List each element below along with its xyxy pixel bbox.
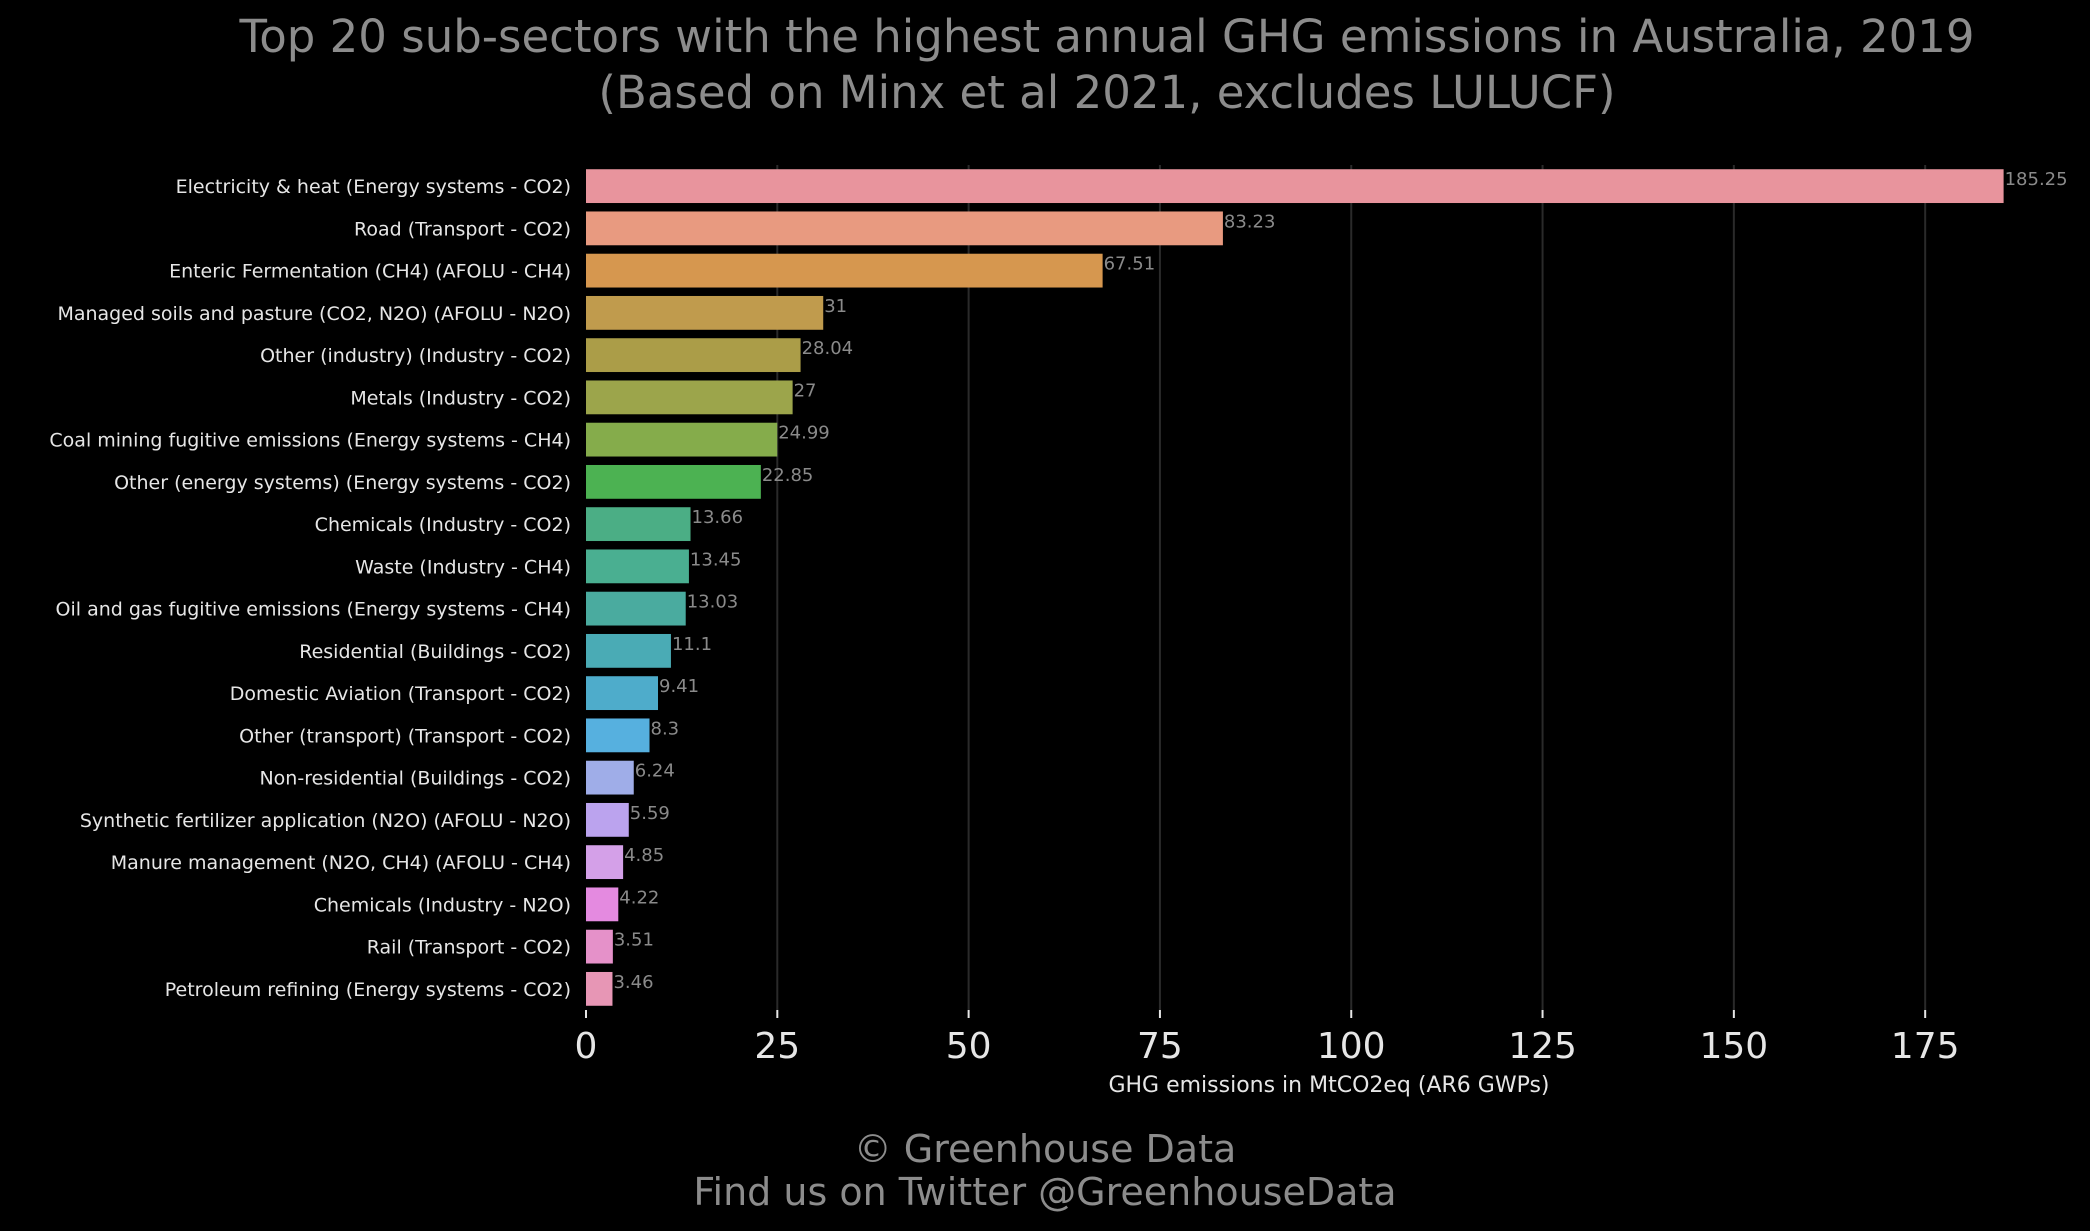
bar-18 xyxy=(586,887,619,922)
category-label-2: Road (Transport - CO2) xyxy=(354,218,571,240)
bar-4 xyxy=(586,295,824,330)
bar-5 xyxy=(586,338,801,373)
value-label-9: 13.66 xyxy=(692,507,744,528)
value-label-2: 83.23 xyxy=(1224,211,1276,232)
bar-8 xyxy=(586,464,761,499)
bar-6 xyxy=(586,380,793,415)
category-label-6: Metals (Industry - CO2) xyxy=(350,387,571,409)
value-label-20: 3.46 xyxy=(613,972,653,993)
bar-20 xyxy=(586,971,613,1006)
value-label-10: 13.45 xyxy=(690,549,742,570)
bar-12 xyxy=(586,633,671,668)
bar-14 xyxy=(586,718,650,753)
bar-16 xyxy=(586,802,629,837)
value-label-11: 13.03 xyxy=(687,592,739,613)
bar-10 xyxy=(586,549,689,584)
category-label-8: Other (energy systems) (Energy systems -… xyxy=(114,472,571,494)
category-label-11: Oil and gas fugitive emissions (Energy s… xyxy=(56,599,571,621)
value-label-1: 185.25 xyxy=(2005,169,2068,190)
bar-17 xyxy=(586,845,624,880)
value-label-18: 4.22 xyxy=(619,887,659,908)
gridlines xyxy=(776,165,1927,1010)
x-tick-label-100: 100 xyxy=(1317,1026,1386,1067)
value-label-6: 27 xyxy=(794,380,817,401)
bar-13 xyxy=(586,676,659,711)
category-label-15: Non-residential (Buildings - CO2) xyxy=(259,768,571,790)
footer-twitter: Find us on Twitter @GreenhouseData xyxy=(693,1170,1396,1214)
value-label-8: 22.85 xyxy=(762,465,814,486)
x-tick-label-175: 175 xyxy=(1891,1026,1960,1067)
chart-title: Top 20 sub-sectors with the highest annu… xyxy=(238,10,1974,63)
value-label-19: 3.51 xyxy=(614,930,654,951)
x-axis-ticks: 0 25 50 75 100 125 150 175 xyxy=(575,1010,1960,1067)
value-label-5: 28.04 xyxy=(802,338,854,359)
x-axis-label: GHG emissions in MtCO2eq (AR6 GWPs) xyxy=(1108,1073,1549,1098)
value-label-15: 6.24 xyxy=(635,761,675,782)
bar-15 xyxy=(586,760,634,795)
value-labels: 185.25 83.23 67.51 31 28.04 27 24.99 22.85 13.66… xyxy=(613,169,2067,993)
value-label-12: 11.1 xyxy=(672,634,712,655)
value-label-4: 31 xyxy=(824,296,847,317)
category-label-3: Enteric Fermentation (CH4) (AFOLU - CH4) xyxy=(169,261,571,283)
bar-2 xyxy=(586,211,1223,246)
category-label-19: Rail (Transport - CO2) xyxy=(367,937,571,959)
category-label-20: Petroleum refining (Energy systems - CO2… xyxy=(165,979,571,1001)
value-label-7: 24.99 xyxy=(778,423,830,444)
category-label-1: Electricity & heat (Energy systems - CO2… xyxy=(176,176,571,198)
category-label-16: Synthetic fertilizer application (N2O) (… xyxy=(80,810,571,832)
category-label-13: Domestic Aviation (Transport - CO2) xyxy=(230,683,571,705)
category-label-14: Other (transport) (Transport - CO2) xyxy=(239,725,571,747)
x-tick-label-125: 125 xyxy=(1508,1026,1577,1067)
footer-credit: © Greenhouse Data xyxy=(854,1127,1237,1171)
bar-11 xyxy=(586,591,686,626)
category-label-10: Waste (Industry - CH4) xyxy=(355,556,571,578)
value-label-16: 5.59 xyxy=(630,803,670,824)
bar-19 xyxy=(586,929,613,964)
x-tick-label-150: 150 xyxy=(1700,1026,1769,1067)
x-tick-label-25: 25 xyxy=(754,1026,800,1067)
x-tick-label-50: 50 xyxy=(946,1026,992,1067)
category-label-9: Chemicals (Industry - CO2) xyxy=(315,514,571,536)
category-label-7: Coal mining fugitive emissions (Energy s… xyxy=(49,430,571,452)
category-label-5: Other (industry) (Industry - CO2) xyxy=(260,345,571,367)
bars xyxy=(586,169,2004,1006)
category-label-17: Manure management (N2O, CH4) (AFOLU - CH… xyxy=(111,852,571,874)
chart-subtitle: (Based on Minx et al 2021, excludes LULU… xyxy=(598,66,1615,119)
category-label-18: Chemicals (Industry - N2O) xyxy=(314,894,571,916)
value-label-14: 8.3 xyxy=(651,718,680,739)
bar-7 xyxy=(586,422,778,457)
category-label-12: Residential (Buildings - CO2) xyxy=(299,641,571,663)
bar-9 xyxy=(586,507,691,542)
value-label-3: 67.51 xyxy=(1104,254,1156,275)
x-tick-label-0: 0 xyxy=(575,1026,598,1067)
category-labels: Electricity & heat (Energy systems - CO2… xyxy=(49,176,571,1001)
value-label-17: 4.85 xyxy=(624,845,664,866)
bar-1 xyxy=(586,169,2004,204)
category-label-4: Managed soils and pasture (CO2, N2O) (AF… xyxy=(57,303,571,325)
value-label-13: 9.41 xyxy=(659,676,699,697)
bar-3 xyxy=(586,253,1103,288)
x-tick-label-75: 75 xyxy=(1137,1026,1183,1067)
